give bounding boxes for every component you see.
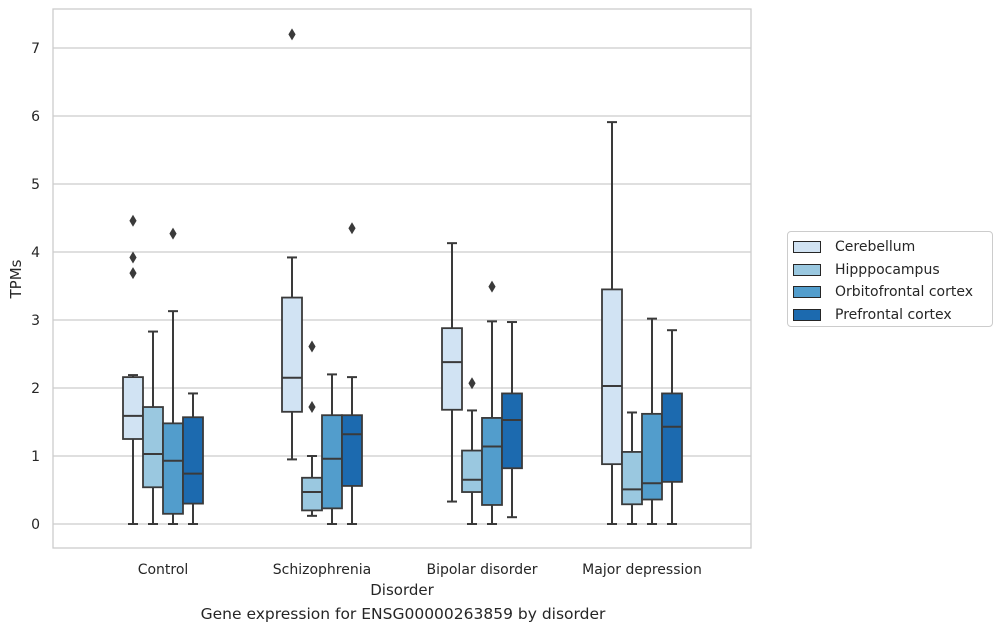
box [641, 412, 663, 501]
box [281, 296, 303, 413]
y-tick-labels: 0 1 2 3 4 5 6 7 [31, 41, 40, 533]
x-axis-title: Disorder [370, 581, 434, 599]
legend-label: Orbitofrontal cortex [835, 284, 973, 301]
x-tick-label: Major depression [582, 562, 702, 578]
outlier-point [488, 280, 496, 293]
legend-swatch-orbitofrontal [793, 286, 821, 299]
box [182, 416, 204, 505]
y-tick-label: 1 [31, 449, 40, 465]
box [321, 414, 343, 510]
outlier-point [308, 340, 316, 353]
chart-title: Gene expression for ENSG00000263859 by d… [200, 605, 606, 623]
box-group [441, 242, 463, 503]
x-tick-label: Control [138, 562, 189, 578]
outlier-point [308, 401, 316, 414]
x-tick-labels: Control Schizophrenia Bipolar disorder Majo… [138, 562, 702, 578]
outlier-point [129, 214, 137, 227]
legend-item-cerebellum: Cerebellum [788, 236, 992, 259]
y-tick-label: 4 [31, 245, 40, 261]
legend-item-prefrontal: Prefrontal cortex [788, 304, 992, 327]
box-group [162, 227, 184, 525]
box [621, 451, 643, 506]
box [441, 327, 463, 411]
box-group [122, 214, 144, 525]
box [162, 422, 184, 515]
box [461, 449, 483, 493]
x-tick-label: Schizophrenia [273, 562, 371, 578]
legend-label: Hipppocampus [835, 261, 940, 278]
legend-label: Prefrontal cortex [835, 306, 952, 323]
box [661, 392, 683, 483]
box [481, 417, 503, 506]
box-group [321, 373, 343, 525]
box-group [661, 329, 683, 525]
box [501, 392, 523, 470]
box-group [142, 330, 164, 525]
y-tick-label: 0 [31, 517, 40, 533]
outlier-point [348, 222, 356, 235]
box [601, 288, 623, 466]
y-tick-label: 5 [31, 177, 40, 193]
y-axis-title: TPMs [7, 259, 25, 299]
outlier-point [288, 28, 296, 41]
box [122, 376, 144, 440]
legend: Cerebellum Hipppocampus Orbitofrontal co… [787, 231, 993, 327]
box [142, 406, 164, 489]
outlier-point [129, 251, 137, 264]
box-group [601, 121, 623, 525]
box-groups [122, 28, 683, 525]
legend-swatch-prefrontal [793, 308, 821, 321]
outlier-point [468, 377, 476, 390]
legend-label: Cerebellum [835, 239, 916, 256]
box-group [461, 377, 483, 525]
outlier-point [129, 267, 137, 280]
box-group [341, 222, 363, 525]
box-group [641, 317, 663, 525]
box-group [301, 340, 323, 517]
box-group [481, 280, 503, 525]
x-tick-label: Bipolar disorder [426, 562, 537, 578]
outlier-point [169, 227, 177, 240]
legend-swatch-cerebellum [793, 241, 821, 254]
box [301, 476, 323, 512]
box-group [501, 321, 523, 519]
y-tick-label: 3 [31, 313, 40, 329]
box [341, 414, 363, 487]
box-group [621, 411, 643, 525]
legend-item-orbitofrontal: Orbitofrontal cortex [788, 281, 992, 304]
box-group [281, 28, 303, 461]
legend-swatch-hippocampus [793, 263, 821, 276]
legend-item-hippocampus: Hipppocampus [788, 259, 992, 282]
box-group [182, 392, 204, 525]
y-tick-label: 2 [31, 381, 40, 397]
y-tick-label: 7 [31, 41, 40, 57]
y-tick-label: 6 [31, 109, 40, 125]
plot-frame [52, 8, 752, 549]
